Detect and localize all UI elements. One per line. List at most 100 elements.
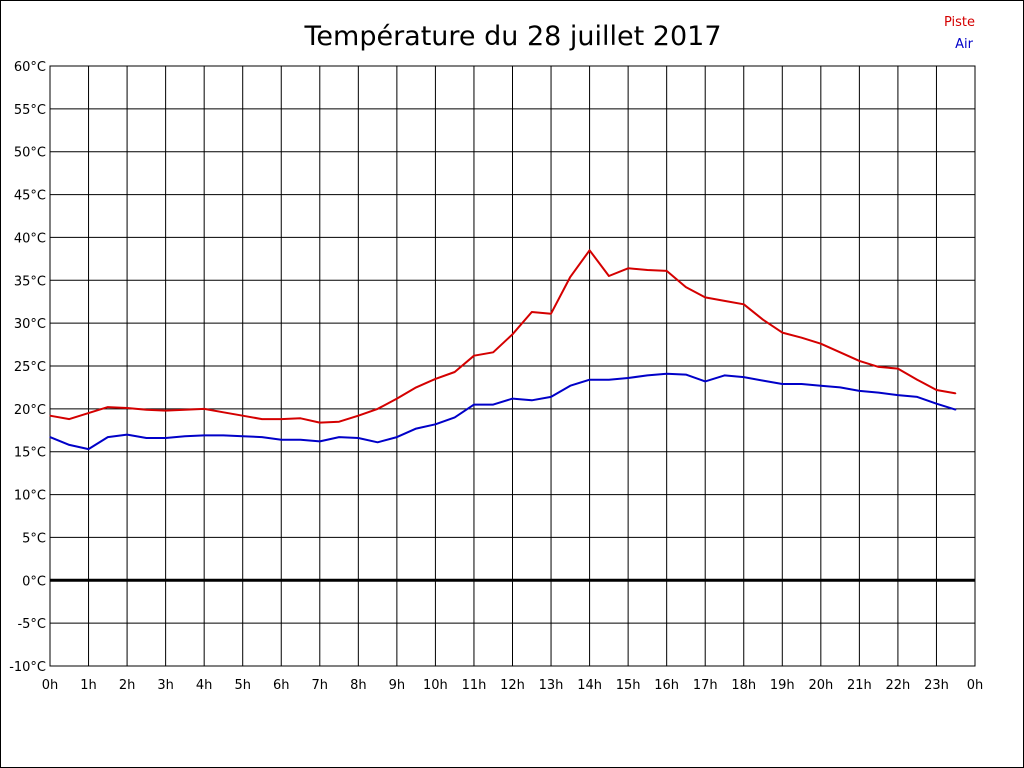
data-point-piste <box>222 411 225 413</box>
y-tick-label: 20°C <box>14 403 46 418</box>
data-point-piste <box>68 418 70 420</box>
x-tick-label: 22h <box>886 678 911 693</box>
data-point-piste <box>126 407 128 409</box>
y-tick-label: 40°C <box>14 231 46 246</box>
data-point-piste <box>184 409 186 411</box>
data-point-air <box>531 399 533 401</box>
data-point-air <box>935 403 938 405</box>
data-point-air <box>338 436 340 438</box>
data-point-piste <box>762 319 764 321</box>
data-point-piste <box>800 337 803 339</box>
data-point-air <box>396 436 398 438</box>
data-point-air <box>434 423 437 425</box>
data-point-piste <box>145 409 147 411</box>
x-tick-label: 10h <box>423 678 448 693</box>
data-point-air <box>588 379 591 381</box>
data-point-piste <box>839 351 841 353</box>
y-tick-label: 60°C <box>14 60 46 75</box>
data-point-piste <box>87 412 90 414</box>
data-point-air <box>280 439 282 441</box>
data-point-piste <box>280 418 282 420</box>
data-point-air <box>261 436 263 438</box>
x-tick-label: 14h <box>577 678 602 693</box>
legend-piste: Piste <box>944 15 975 30</box>
y-tick-label: 25°C <box>14 360 46 375</box>
x-tick-label: 2h <box>119 678 136 693</box>
data-point-piste <box>820 343 822 345</box>
y-tick-label: 45°C <box>14 189 46 204</box>
data-point-piste <box>608 275 610 277</box>
x-tick-label: 7h <box>312 678 329 693</box>
data-point-piste <box>299 417 302 419</box>
data-point-piste <box>916 379 918 381</box>
data-point-air <box>916 396 918 398</box>
legend-air: Air <box>955 37 974 52</box>
data-point-piste <box>627 267 629 269</box>
data-point-air <box>723 374 726 377</box>
data-point-air <box>165 437 167 439</box>
data-point-air <box>242 435 244 437</box>
y-tick-label: 30°C <box>14 317 46 332</box>
x-tick-label: 23h <box>924 678 949 693</box>
data-point-piste <box>338 421 340 423</box>
series-lines <box>49 249 957 451</box>
y-tick-label: 5°C <box>22 531 46 546</box>
x-tick-label: 17h <box>693 678 718 693</box>
data-point-air <box>222 434 225 437</box>
data-point-piste <box>858 360 860 362</box>
x-tick-label: 16h <box>654 678 679 693</box>
x-axis-ticks: 0h 1h 2h 3h 4h 5h 6h 7h 8h 9h 10h 11h 12h 13h 14h 15h 16… <box>42 678 984 693</box>
data-point-piste <box>955 392 957 395</box>
data-point-air <box>858 390 860 392</box>
data-point-piste <box>434 378 437 380</box>
y-axis-ticks: 60°C 55°C 50°C 45°C 40°C 35°C 30°C 25°C 20°C 15°C… <box>9 60 46 675</box>
y-tick-label: -10°C <box>9 660 46 675</box>
data-point-air <box>319 440 321 443</box>
x-tick-label: 21h <box>847 678 872 693</box>
data-point-piste <box>588 249 591 251</box>
data-point-piste <box>473 355 475 357</box>
data-point-air <box>608 379 610 381</box>
data-point-piste <box>492 351 494 353</box>
series-line-air <box>49 372 956 451</box>
grid <box>49 65 976 667</box>
data-point-air <box>646 374 648 377</box>
data-point-piste <box>704 296 706 299</box>
data-point-air <box>820 385 822 387</box>
data-point-air <box>511 397 514 400</box>
data-point-piste <box>743 303 745 305</box>
x-tick-label: 8h <box>350 678 367 693</box>
x-tick-label: 6h <box>273 678 290 693</box>
data-point-piste <box>203 408 205 410</box>
data-point-piste <box>897 367 899 370</box>
y-tick-label: 15°C <box>14 446 46 461</box>
x-tick-label: 18h <box>731 678 756 693</box>
y-tick-label: 0°C <box>22 574 46 589</box>
data-point-piste <box>165 409 167 412</box>
data-point-piste <box>49 415 51 417</box>
data-point-air <box>897 394 899 396</box>
data-point-piste <box>396 397 398 400</box>
y-tick-label: 35°C <box>14 274 46 289</box>
data-point-piste <box>666 270 668 272</box>
x-tick-label: 13h <box>539 678 564 693</box>
data-point-piste <box>107 406 109 408</box>
x-tick-label: 11h <box>462 678 487 693</box>
y-tick-label: 50°C <box>14 146 46 161</box>
data-point-piste <box>377 408 379 410</box>
x-tick-label: 20h <box>808 678 833 693</box>
data-point-piste <box>723 300 726 302</box>
data-point-air <box>666 373 668 375</box>
data-point-piste <box>357 415 359 417</box>
x-tick-label: 12h <box>500 678 525 693</box>
x-tick-label: 15h <box>616 678 641 693</box>
x-tick-label: 1h <box>80 678 97 693</box>
data-point-piste <box>242 415 244 417</box>
data-point-piste <box>415 386 417 389</box>
y-tick-label: -5°C <box>17 617 46 632</box>
data-point-piste <box>781 331 783 334</box>
data-point-air <box>377 441 379 443</box>
data-point-piste <box>646 269 648 271</box>
data-point-air <box>415 427 417 430</box>
data-point-air <box>800 383 803 385</box>
